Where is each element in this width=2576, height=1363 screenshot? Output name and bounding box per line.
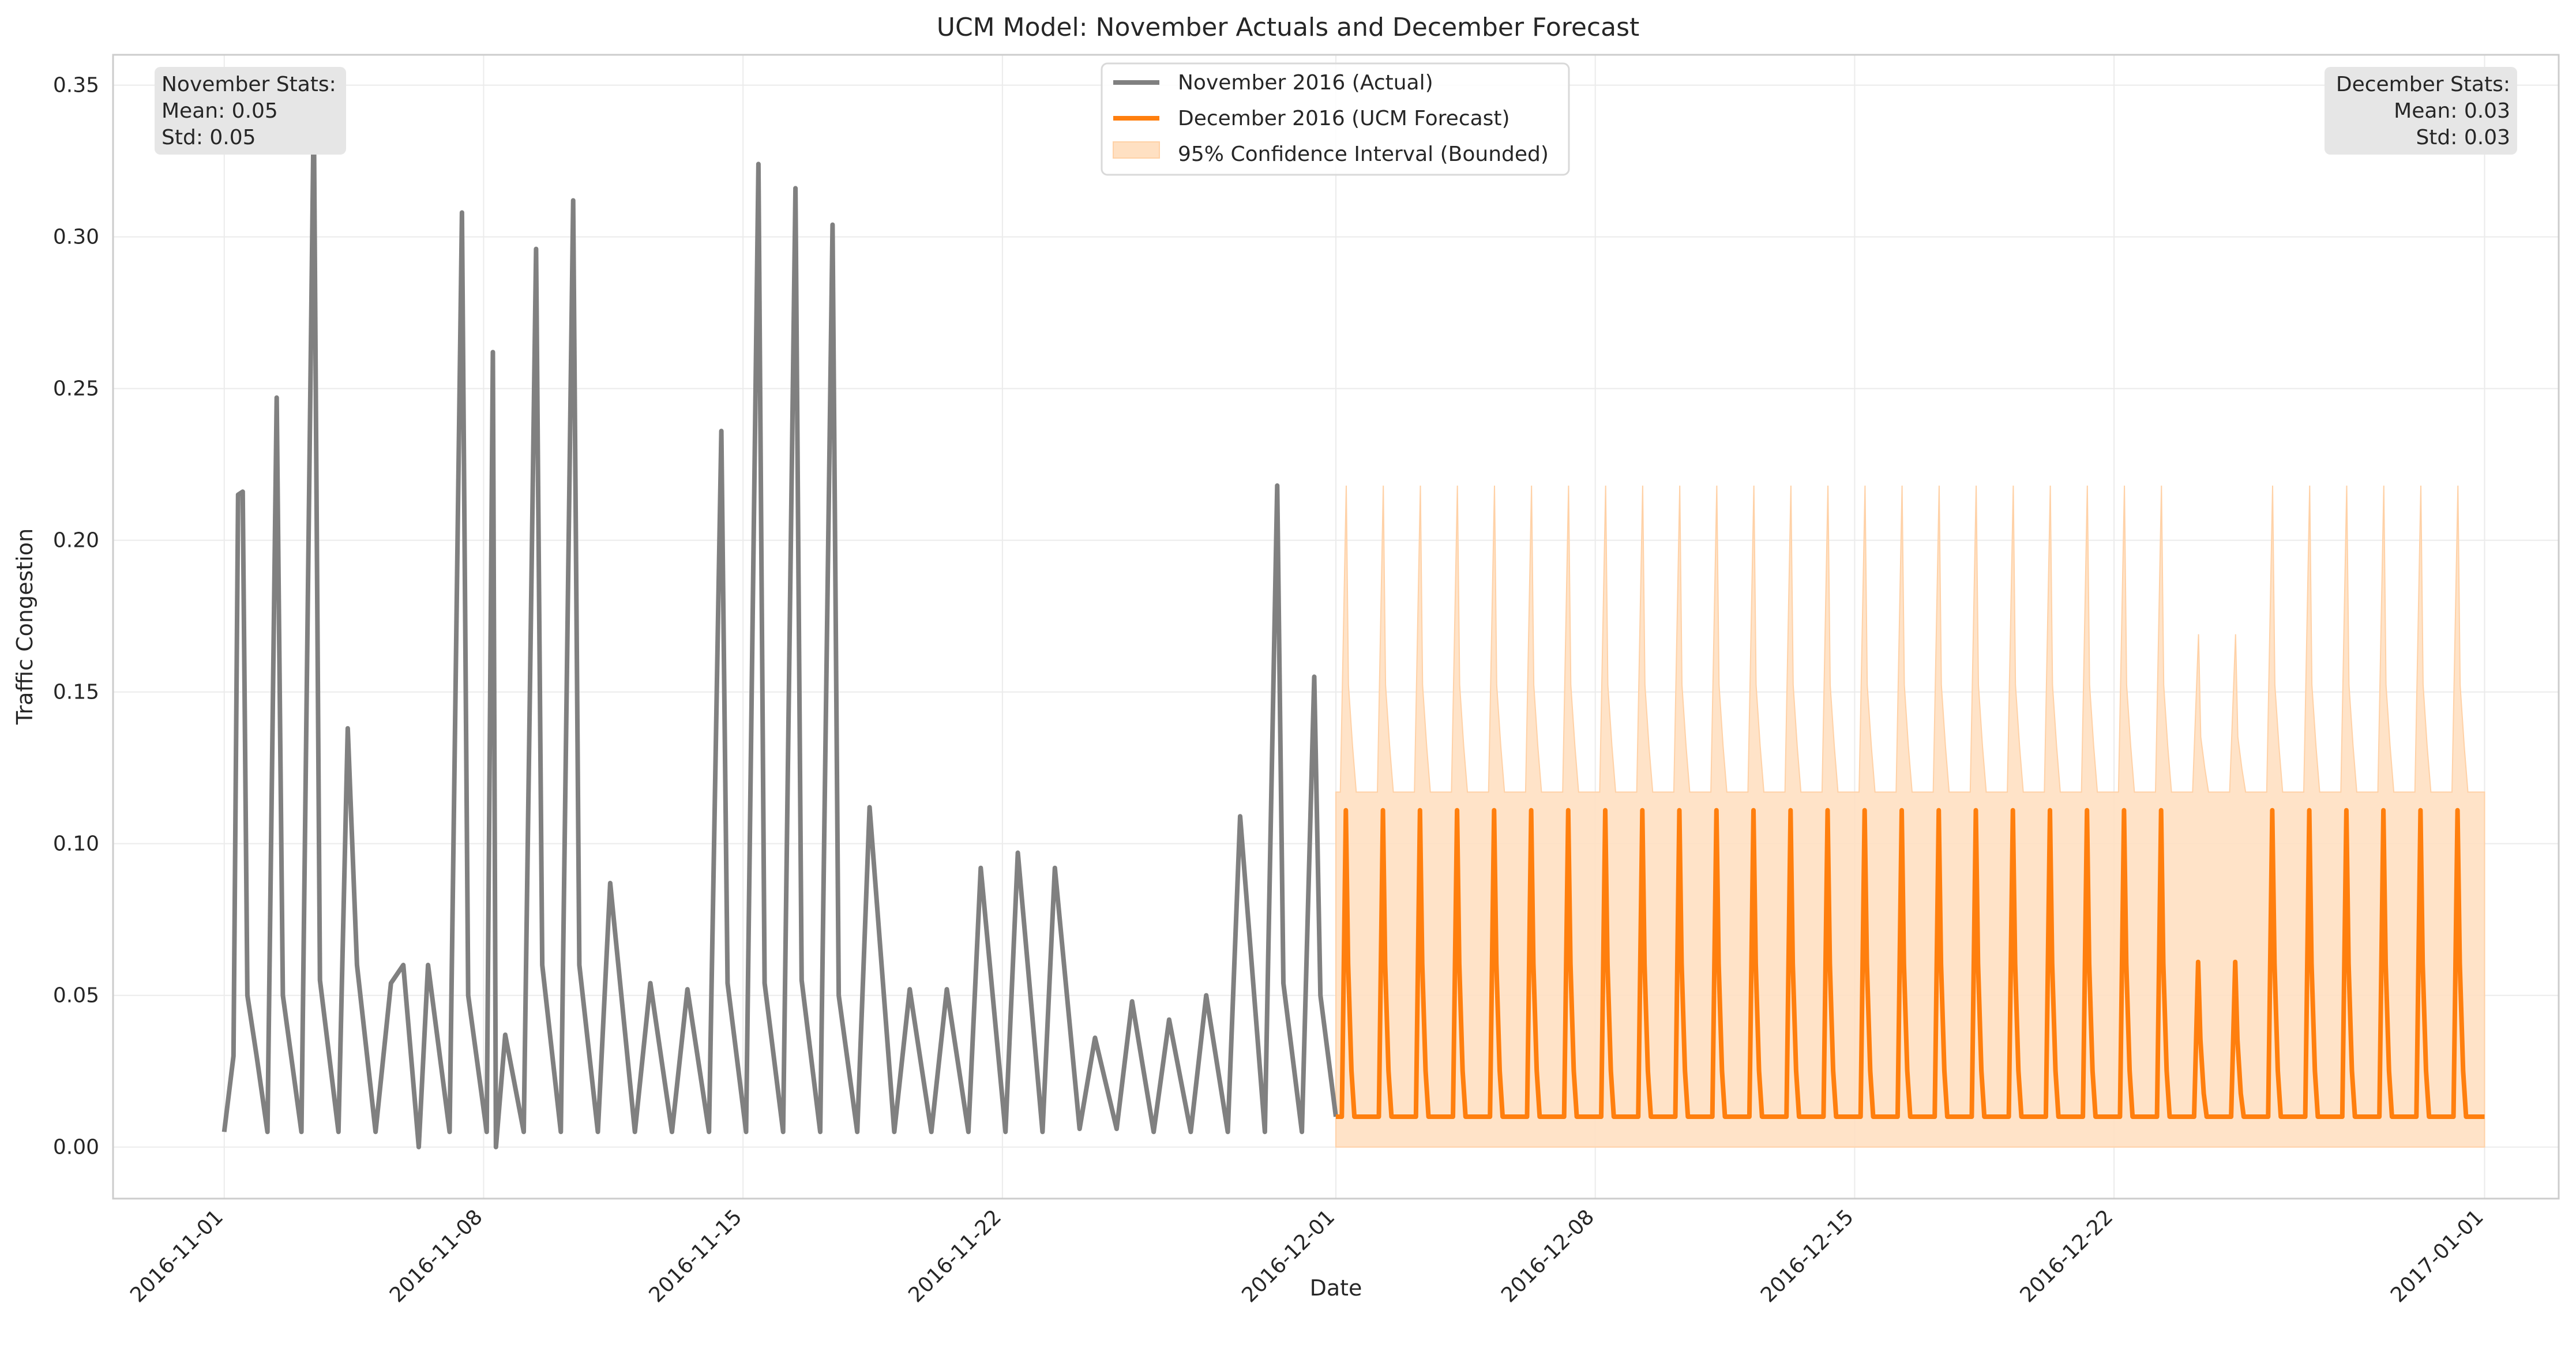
y-tick-label-5: 0.25 — [53, 377, 99, 401]
december-stats-title: December Stats: — [2336, 73, 2510, 96]
november-stats-title: November Stats: — [162, 73, 336, 96]
y-tick-label-3: 0.15 — [53, 681, 99, 704]
y-tick-label-1: 0.05 — [53, 984, 99, 1008]
legend-label-forecast: December 2016 (UCM Forecast) — [1178, 107, 1510, 130]
y-tick-label-7: 0.35 — [53, 74, 99, 97]
series-lines — [221, 104, 2485, 1150]
y-tick-label-6: 0.30 — [53, 226, 99, 249]
y-tick-label-2: 0.10 — [53, 832, 99, 856]
y-axis-label: Traffic Congestion — [12, 528, 37, 725]
november-stats-box: November Stats: Mean: 0.05 Std: 0.05 — [155, 67, 346, 155]
november-stats-mean: Mean: 0.05 — [162, 99, 278, 123]
y-tick-label-4: 0.20 — [53, 529, 99, 553]
december-stats-background — [2325, 67, 2517, 155]
legend-frame — [1101, 62, 1570, 176]
december-stats-std: Std: 0.03 — [2416, 126, 2510, 149]
legend-label-ci: 95% Confidence Interval (Bounded) — [1178, 142, 1549, 166]
november-stats-background — [155, 67, 346, 155]
december-stats-mean: Mean: 0.03 — [2394, 99, 2510, 123]
legend: November 2016 (Actual) December 2016 (UC… — [1101, 62, 1570, 176]
plot-frame — [112, 54, 2560, 1200]
series-line-november-actual — [221, 104, 1338, 1150]
series-line-december-forecast — [1336, 808, 2485, 1119]
legend-label-actual: November 2016 (Actual) — [1178, 71, 1433, 95]
x-axis-label: Date — [1310, 1275, 1362, 1301]
legend-swatch-ci — [1113, 141, 1160, 159]
december-stats-box: December Stats: Mean: 0.03 Std: 0.03 — [2325, 67, 2517, 155]
y-tick-label-0: 0.00 — [53, 1136, 99, 1159]
chart-title: UCM Model: November Actuals and December… — [937, 13, 1640, 42]
november-stats-std: Std: 0.05 — [162, 126, 256, 149]
